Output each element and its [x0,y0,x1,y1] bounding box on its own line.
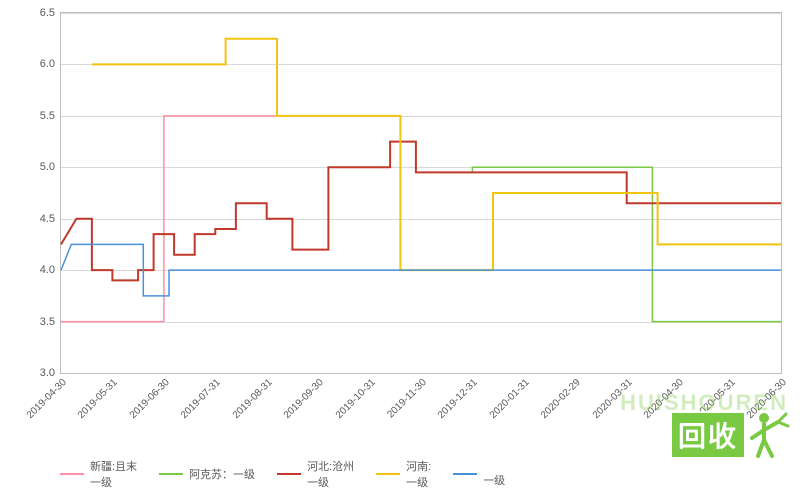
y-tick-label: 3.0 [40,367,55,379]
x-tick-label: 2019-05-31 [76,377,120,421]
legend-label: 河南:一级 [406,458,431,490]
x-tick-label: 2019-11-30 [385,377,428,420]
legend-swatch [277,473,301,475]
legend: 新疆:且末一级 阿克苏：一级 河北:沧州一级 河南:一级 一级 [60,458,780,490]
series-line [61,244,781,296]
legend-label: 阿克苏：一级 [189,466,255,482]
legend-item: 新疆:且末一级 [60,458,137,490]
y-tick-label: 4.0 [40,264,55,276]
legend-label: 新疆:且末一级 [90,458,137,490]
y-tick-label: 5.0 [40,161,55,173]
watermark-box: 回收 [670,411,746,459]
legend-label: 河北:沧州一级 [307,458,354,490]
plot-area: 3.03.54.04.55.05.56.06.52019-04-302019-0… [60,12,782,374]
y-tick-label: 5.5 [40,110,55,122]
legend-swatch [453,473,477,475]
y-tick-label: 4.5 [40,213,55,225]
x-tick-label: 2019-08-31 [231,377,275,421]
legend-swatch [60,473,84,475]
x-tick-label: 2019-06-30 [128,377,172,421]
y-tick-label: 6.5 [40,7,55,19]
x-tick-label: 2019-10-31 [333,377,377,421]
y-tick-label: 6.0 [40,58,55,70]
legend-item: 河北:沧州一级 [277,458,354,490]
legend-item: 阿克苏：一级 [159,466,255,482]
watermark: HUISHOUREN 回收 [670,410,792,460]
watermark-faint-text: HUISHOUREN [620,390,788,416]
legend-swatch [376,473,400,475]
grid-line [61,373,781,374]
x-tick-label: 2019-12-31 [436,377,480,421]
series-line [61,116,395,322]
legend-item: 一级 [453,460,505,488]
series-svg [61,13,781,373]
x-tick-label: 2020-01-31 [488,377,532,421]
x-tick-label: 2019-09-30 [282,377,326,421]
legend-label: 一级 [483,460,505,488]
x-tick-label: 2019-04-30 [25,377,69,421]
chart-container: 3.03.54.04.55.05.56.06.52019-04-302019-0… [0,0,800,500]
legend-item: 河南:一级 [376,458,431,490]
x-tick-label: 2020-02-29 [539,377,583,421]
x-tick-label: 2019-07-31 [179,377,223,421]
series-line [61,142,781,281]
legend-swatch [159,473,183,475]
y-tick-label: 3.5 [40,316,55,328]
watermark-figure-icon [748,410,792,460]
